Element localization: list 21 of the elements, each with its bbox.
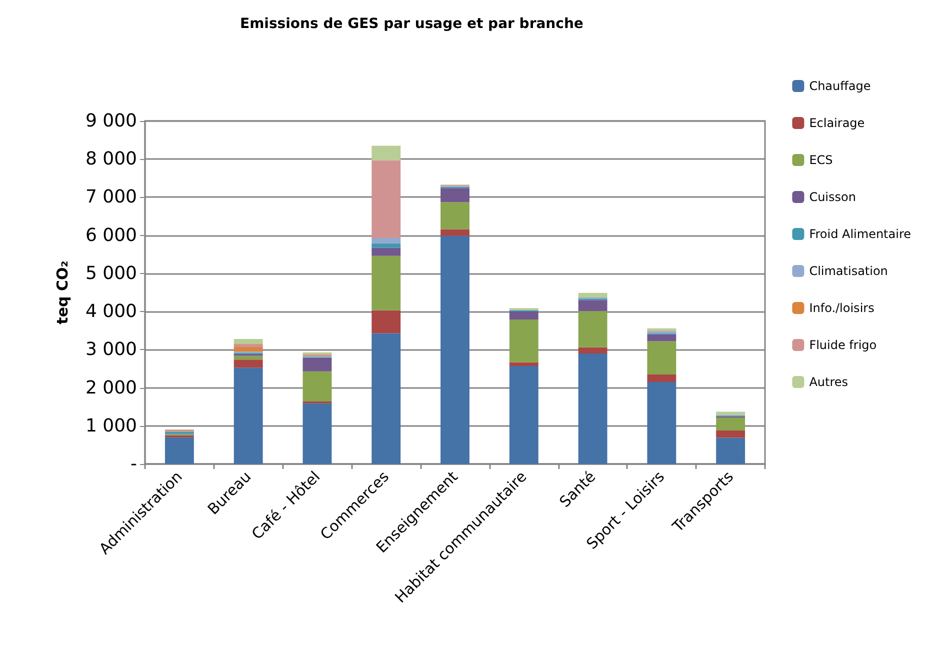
y-tick-label: 3 000 xyxy=(85,339,137,360)
legend-label: Froid Alimentaire xyxy=(809,227,912,241)
legend-label: Info./loisirs xyxy=(809,301,874,315)
legend-label: Eclairage xyxy=(809,116,865,130)
legend-label: ECS xyxy=(809,153,833,167)
y-tick-label: 8 000 xyxy=(85,148,137,170)
legend-label: Autres xyxy=(809,375,848,389)
chart-title: Emissions de GES par usage et par branche xyxy=(240,16,584,32)
legend-label: Climatisation xyxy=(809,264,888,278)
legend-label: Chauffage xyxy=(809,79,871,93)
y-tick-label: 7 000 xyxy=(85,186,137,208)
y-tick-label: 5 000 xyxy=(85,262,137,284)
y-tick-label: 9 000 xyxy=(85,110,137,132)
legend-label: Fluide frigo xyxy=(809,338,877,352)
y-tick-label: 2 000 xyxy=(85,377,137,398)
y-tick-label: 4 000 xyxy=(85,301,137,322)
legend-label: Cuisson xyxy=(809,190,856,204)
y-tick-label: - xyxy=(130,454,137,474)
y-axis-title: teq CO₂ xyxy=(54,260,72,324)
y-tick-label: 6 000 xyxy=(85,224,137,246)
y-tick-label: 1 000 xyxy=(85,415,137,436)
